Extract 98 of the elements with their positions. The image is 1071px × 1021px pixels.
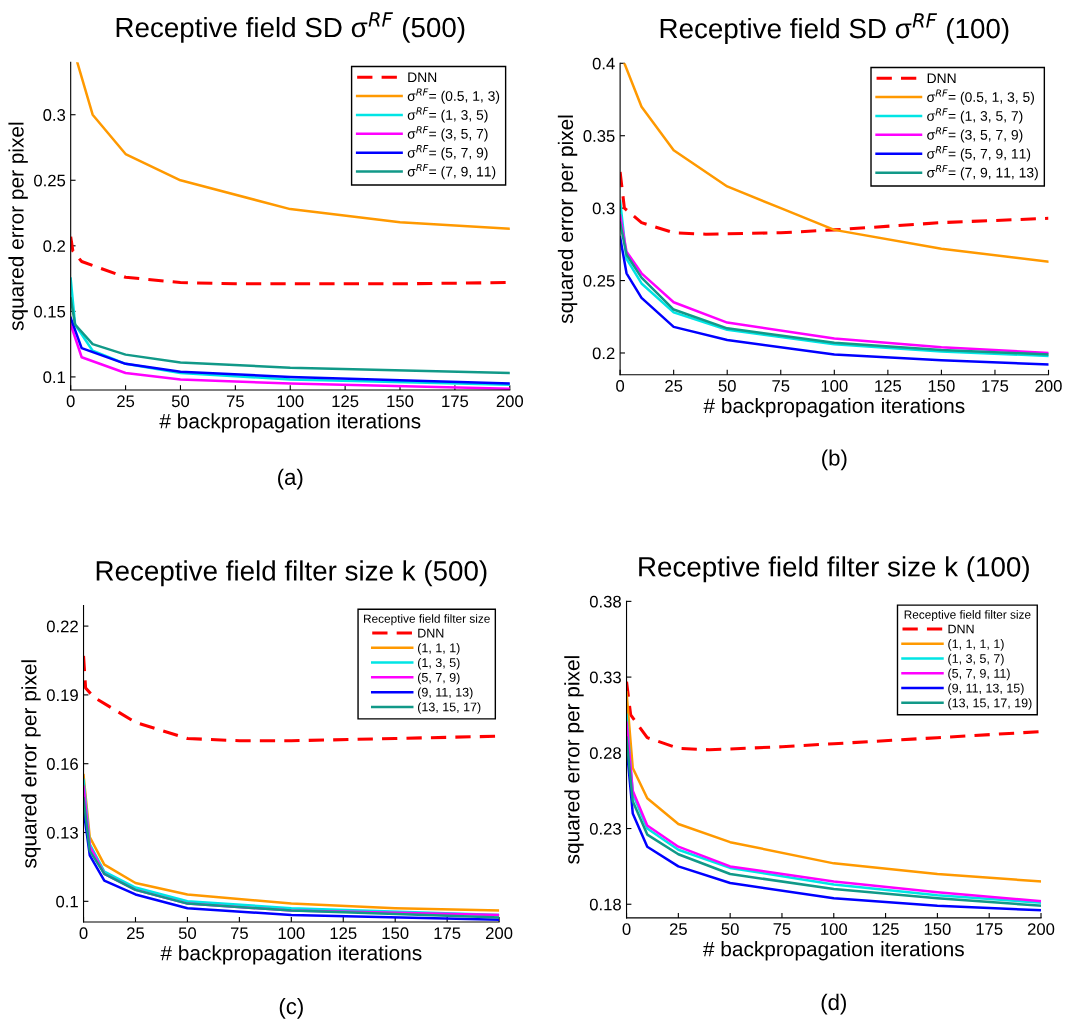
x-tick-label: 75 [226, 395, 244, 408]
y-tick-label: 0.28 [589, 747, 621, 760]
x-tick-label: 175 [982, 380, 1009, 392]
legend-label: σ$^{RF}$= (1, 3, 5) [407, 107, 488, 123]
x-tick-label: 150 [387, 395, 414, 408]
legend-label: σ$^{RF}$= (5, 7, 9) [407, 145, 488, 161]
text: (a) [278, 468, 303, 490]
legend-label: σ$^{RF}$= (7, 9, 11, 13) [927, 165, 1038, 181]
x-tick-label: 50 [721, 923, 739, 935]
x-tick-label: 0 [66, 395, 75, 408]
y-tick-label: 0.1 [43, 371, 66, 384]
y-tick-label: 0.13 [46, 826, 78, 839]
legend-label: (1, 3, 5, 7) [948, 653, 1004, 666]
y-tick-label: 0.38 [589, 595, 621, 608]
legend-label: DNN [418, 628, 444, 638]
legend-label: σ$^{RF}$= (5, 7, 9, 11) [927, 146, 1031, 162]
legend-label: (13, 15, 17, 19) [948, 698, 1032, 710]
y-tick-label: 0.3 [592, 202, 615, 215]
x-tick-label: 100 [277, 395, 304, 408]
legend-label: DNN [927, 73, 956, 84]
x-axis-title: # backpropagation iterations [159, 413, 421, 433]
x-tick-label: 0 [79, 927, 88, 940]
y-tick-label: 0.3 [43, 109, 66, 121]
chart-title: Receptive field filter size k (500) [96, 560, 487, 587]
x-tick-label: 200 [1027, 923, 1055, 935]
x-tick-label: 125 [875, 380, 902, 392]
x-tick-label: 175 [976, 923, 1003, 935]
x-tick-label: 25 [665, 380, 683, 392]
x-tick-label: 150 [928, 380, 955, 392]
x-tick-label: 100 [821, 380, 848, 392]
x-tick-label: 150 [924, 923, 951, 935]
y-tick-label: 0.19 [46, 689, 78, 702]
y-tick-label: 0.33 [589, 671, 621, 684]
y-tick-label: 0.1 [56, 895, 78, 908]
y-tick-label: 0.2 [592, 347, 615, 360]
legend-label: (9, 11, 13) [418, 687, 473, 700]
y-tick-label: 0.23 [589, 822, 621, 835]
y-tick-label: 0.22 [46, 620, 78, 633]
legend-label: σ$^{RF}$= (3, 5, 7) [407, 126, 488, 142]
x-tick-label: 25 [669, 923, 687, 935]
x-tick-label: 25 [127, 927, 145, 940]
x-tick-label: 175 [434, 927, 461, 940]
x-tick-label: 100 [821, 923, 848, 935]
x-tick-label: 125 [332, 395, 359, 408]
x-tick-label: 0 [622, 923, 631, 935]
legend-title: Receptive field filter size [364, 614, 490, 626]
legend-label: (5, 7, 9, 11) [948, 668, 1010, 681]
y-tick-label: 0.35 [583, 130, 615, 142]
x-axis-title: # backpropagation iterations [160, 945, 422, 965]
x-tick-label: 175 [442, 395, 469, 408]
x-axis-title: # backpropagation iterations [703, 941, 964, 961]
x-tick-label: 75 [230, 927, 248, 940]
x-tick-label: 25 [117, 395, 135, 408]
legend-label: (1, 3, 5) [418, 657, 460, 670]
legend-label: DNN [408, 72, 437, 83]
y-tick-label: 0.2 [43, 240, 65, 253]
legend-label: (1, 1, 1) [418, 643, 460, 655]
chart-title: Receptive field SD σ$^{RF}$ (500) [116, 12, 465, 43]
legend-label: (9, 11, 13, 15) [948, 683, 1024, 695]
x-tick-label: 200 [496, 395, 524, 408]
x-tick-label: 125 [872, 923, 899, 935]
text: (c) [279, 997, 303, 1019]
y-tick-label: 0.18 [589, 898, 621, 911]
x-tick-label: 50 [718, 380, 736, 392]
x-tick-label: 200 [1035, 380, 1062, 392]
x-axis-title: # backpropagation iterations [703, 397, 965, 418]
x-tick-label: 150 [382, 927, 409, 940]
y-tick-label: 0.25 [583, 274, 615, 287]
y-tick-label: 0.15 [34, 305, 66, 318]
legend-label: σ$^{RF}$= (0.5, 1, 3) [407, 88, 500, 104]
legend-label: DNN [948, 624, 974, 634]
legend-label: σ$^{RF}$= (7, 9, 11) [407, 163, 496, 180]
x-tick-label: 100 [278, 927, 305, 940]
y-axis-title: squared error per pixel [8, 122, 28, 331]
x-tick-label: 75 [773, 923, 791, 935]
y-axis-title: squared error per pixel [557, 115, 578, 324]
legend-label: σ$^{RF}$= (0.5, 1, 3, 5) [927, 89, 1034, 105]
legend-title: Receptive field filter size [904, 610, 1031, 622]
chart-title: Receptive field SD σ$^{RF}$ (100) [660, 13, 1009, 44]
legend-label: (5, 7, 9) [418, 672, 460, 685]
y-tick-label: 0.4 [592, 57, 615, 70]
legend-label: σ$^{RF}$= (1, 3, 5, 7) [927, 108, 1023, 124]
legend-label: (13, 15, 17) [418, 702, 481, 714]
x-tick-label: 200 [486, 927, 513, 940]
x-tick-label: 125 [330, 927, 357, 940]
y-tick-label: 0.16 [46, 758, 78, 770]
text: (b) [822, 449, 847, 471]
y-axis-title: squared error per pixel [21, 660, 41, 868]
legend-label: σ$^{RF}$= (3, 5, 7, 9) [927, 127, 1023, 143]
y-axis-title: squared error per pixel [564, 656, 584, 864]
y-tick-label: 0.25 [34, 174, 66, 187]
x-tick-label: 0 [616, 380, 625, 392]
x-tick-label: 50 [171, 395, 190, 408]
text: (d) [821, 993, 846, 1015]
legend-label: (1, 1, 1, 1) [948, 639, 1004, 651]
chart-title: Receptive field filter size k (100) [639, 556, 1029, 583]
x-tick-label: 50 [178, 927, 197, 940]
x-tick-label: 75 [772, 380, 790, 392]
